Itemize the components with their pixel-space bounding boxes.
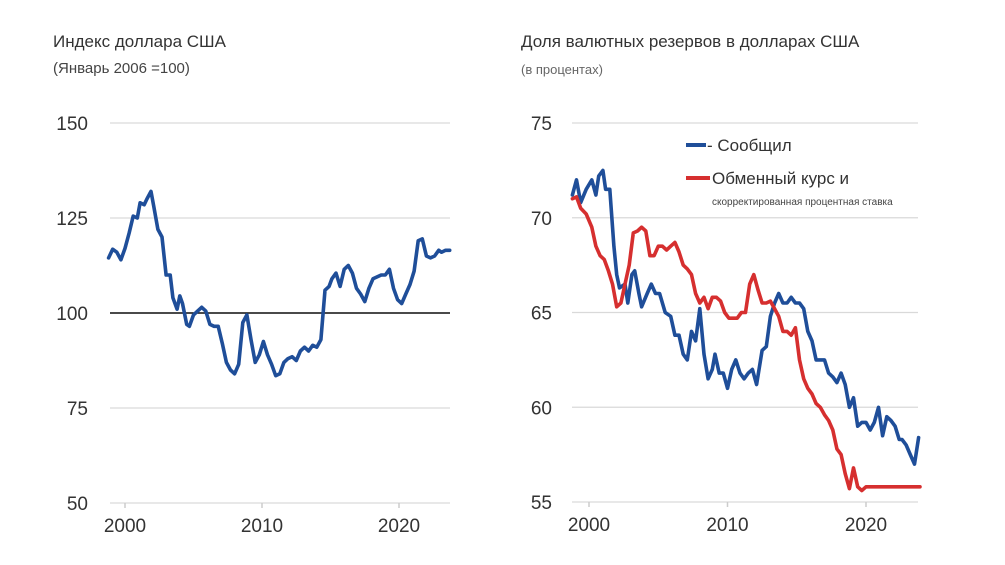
legend-label-reported: - Сообщил [707, 136, 792, 155]
left-y-tick-label: 50 [67, 494, 88, 515]
left-y-tick-label: 125 [56, 209, 88, 230]
left-chart-title: Индекс доллара США [53, 32, 226, 51]
right-y-tick-label: 75 [531, 114, 552, 135]
right-series-line-0 [570, 168, 921, 466]
right-series [570, 168, 922, 493]
left-y-tick-label: 75 [67, 399, 88, 420]
left-y-tick-label: 150 [56, 114, 88, 135]
right-y-axis: 75 70 65 60 55 [531, 114, 552, 514]
left-y-axis: 150 125 100 75 50 [56, 114, 88, 515]
right-chart-title: Доля валютных резервов в долларах США [521, 32, 860, 51]
left-x-tick-label: 2010 [241, 516, 283, 537]
right-x-tick-label: 2010 [706, 515, 748, 536]
right-x-tick-label: 2000 [568, 515, 610, 536]
right-legend: - Сообщил Обменный курс и скорректирован… [686, 136, 893, 208]
left-chart-subtitle: (Январь 2006 =100) [53, 60, 190, 77]
right-y-tick-label: 60 [531, 398, 552, 419]
left-series [106, 189, 452, 378]
legend-sublabel-adjusted: скорректированная процентная ставка [712, 197, 893, 208]
right-y-tick-label: 55 [531, 493, 552, 514]
left-x-tick-label: 2020 [378, 516, 420, 537]
left-y-tick-label: 100 [56, 304, 88, 325]
right-x-axis: 2000 2010 2020 [568, 502, 887, 536]
right-chart-subtitle: (в процентах) [521, 62, 603, 77]
right-series-line-1 [570, 195, 922, 493]
legend-label-adjusted: Обменный курс и [712, 169, 849, 188]
right-y-tick-label: 70 [531, 209, 552, 230]
left-series-line-0 [106, 189, 452, 378]
left-x-tick-label: 2000 [104, 516, 146, 537]
left-x-axis: 2000 2010 2020 [104, 503, 420, 537]
right-y-tick-label: 65 [531, 304, 552, 325]
right-x-tick-label: 2020 [845, 515, 887, 536]
